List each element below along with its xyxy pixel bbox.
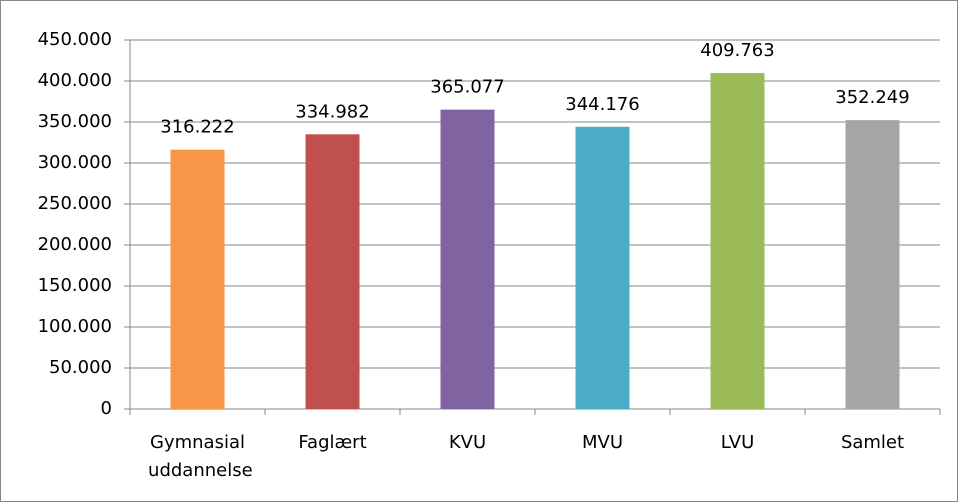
bar [305,134,360,409]
data-label: 344.176 [565,94,639,115]
y-tick-label: 200.000 [38,234,112,255]
y-tick-label: 250.000 [38,193,112,214]
data-label: 334.982 [295,101,369,122]
x-tick-label: Gymnasial uddannelse [142,432,252,481]
y-tick-label: 150.000 [38,275,112,296]
x-tick-label: MVU [582,432,623,453]
y-tick-label: 0 [101,398,112,419]
bar [710,72,765,410]
x-tick-label: Samlet [841,432,904,453]
bar [575,126,630,409]
data-label: 365.077 [430,77,504,98]
bar [170,149,225,409]
y-tick-label: 450.000 [38,29,112,50]
y-tick-label: 100.000 [38,316,112,337]
x-tick-label: LVU [721,432,755,453]
y-tick-label: 350.000 [38,111,112,132]
bar [845,120,900,409]
x-tick-label: Faglært [298,432,366,453]
bar [440,109,495,409]
x-tick-label: KVU [449,432,486,453]
y-tick-label: 50.000 [49,357,112,378]
data-label: 316.222 [160,117,234,138]
y-tick-label: 400.000 [38,70,112,91]
data-label: 352.249 [835,87,909,108]
data-label: 409.763 [700,40,774,61]
y-tick-label: 300.000 [38,152,112,173]
